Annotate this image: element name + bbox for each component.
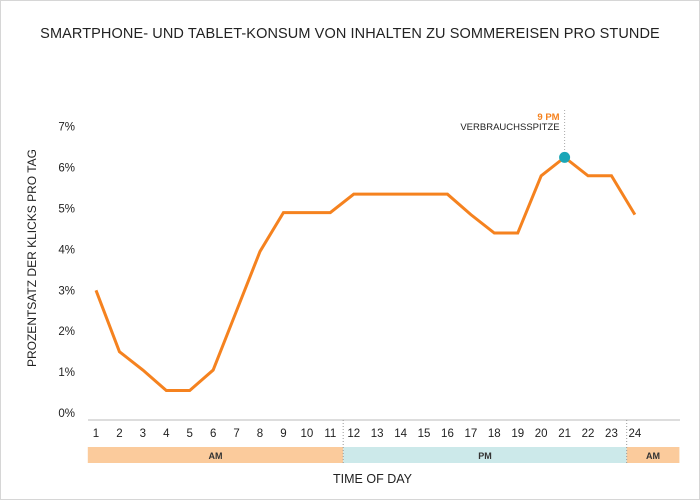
peak-marker: [559, 151, 571, 163]
y-tick-label: 0%: [58, 408, 75, 420]
y-tick-label: 7%: [58, 122, 75, 134]
y-tick-label: 1%: [58, 367, 75, 379]
series-line: [94, 155, 637, 393]
x-tick-label: 18: [488, 428, 501, 440]
period-label: AM: [208, 451, 222, 461]
annotation-time: 9 PM: [537, 112, 559, 123]
y-tick-label: 6%: [58, 163, 75, 175]
chart-title: SMARTPHONE- UND TABLET-KONSUM VON INHALT…: [40, 26, 660, 42]
x-tick-label: 23: [605, 428, 618, 440]
y-tick-label: 4%: [58, 244, 75, 256]
period-band: [87, 447, 344, 463]
x-tick-label: 15: [418, 428, 431, 440]
x-tick-label: 21: [558, 428, 571, 440]
x-tick-label: 12: [347, 428, 360, 440]
x-tick-label: 9: [280, 428, 286, 440]
y-tick-label: 2%: [58, 326, 75, 338]
x-tick-label: 8: [257, 428, 263, 440]
x-tick-label: 5: [187, 428, 193, 440]
x-axis-label: TIME OF DAY: [333, 472, 412, 486]
x-tick-label: 20: [535, 428, 548, 440]
x-tick-label: 6: [210, 428, 216, 440]
x-tick-label: 19: [511, 428, 524, 440]
y-tick-label: 3%: [58, 285, 75, 297]
x-tick-label: 17: [464, 428, 477, 440]
x-tick-label: 3: [140, 428, 146, 440]
x-tick-label: 10: [300, 428, 313, 440]
x-tick-label: 1: [93, 428, 99, 440]
x-tick-label: 16: [441, 428, 454, 440]
x-tick-label: 14: [394, 428, 407, 440]
period-band: [343, 447, 627, 463]
x-tick-label: 2: [116, 428, 122, 440]
period-label: AM: [646, 451, 660, 461]
annotation-text: VERBRAUCHSSPITZE: [460, 122, 559, 133]
x-tick-label: 22: [582, 428, 595, 440]
x-tick-label: 24: [628, 428, 641, 440]
x-tick-label: 4: [163, 428, 170, 440]
y-tick-label: 5%: [58, 204, 75, 216]
x-tick-label: 11: [324, 428, 336, 440]
x-tick-label: 13: [371, 428, 384, 440]
period-label: PM: [478, 451, 492, 461]
x-tick-label: 7: [233, 428, 239, 440]
period-band: [626, 447, 680, 463]
